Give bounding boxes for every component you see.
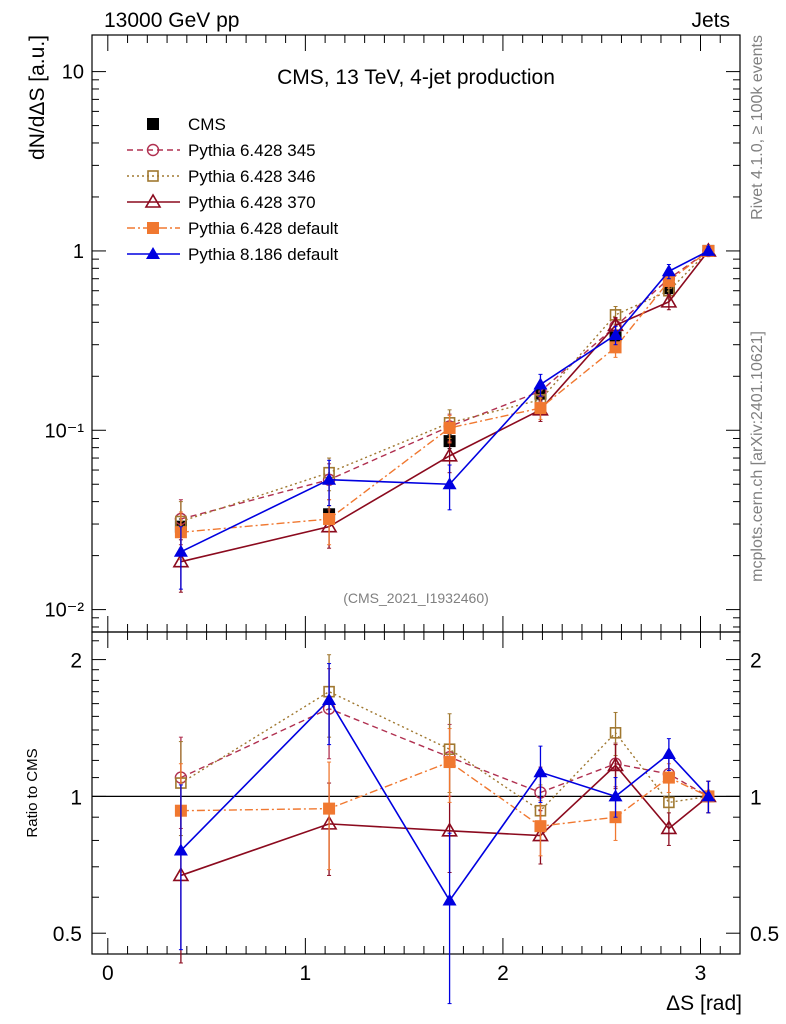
data-point-p370 xyxy=(607,756,624,772)
data-point-p6def xyxy=(609,341,622,354)
data-point-p8def xyxy=(533,765,548,778)
series-p346 xyxy=(175,654,715,841)
legend-label-p8def: Pythia 8.186 default xyxy=(188,245,339,264)
x-tick-label: 0 xyxy=(102,962,114,985)
legend-label-cms: CMS xyxy=(188,115,226,134)
data-point-p8def xyxy=(661,746,676,759)
legend-label-p346: Pythia 6.428 346 xyxy=(188,167,316,186)
data-point-p6def xyxy=(323,513,336,526)
legend-marker-cms xyxy=(147,118,159,130)
x-tick-label: 1 xyxy=(300,962,312,985)
main-y-tick-label: 10⁻² xyxy=(45,600,85,622)
series-line-p6def xyxy=(180,761,709,827)
data-point-p6def xyxy=(662,274,675,287)
data-point-p8def xyxy=(533,377,548,390)
ratio-y-tick-label-right: 0.5 xyxy=(750,923,779,946)
data-point-p8def xyxy=(322,472,337,485)
legend-item-p346: Pythia 6.428 346 xyxy=(127,167,316,186)
side-mcplots-label: mcplots.cern.ch [arXiv:2401.10621] xyxy=(749,331,766,582)
data-point-p6def xyxy=(443,756,456,769)
data-point-p8def xyxy=(608,327,623,340)
series-line-p346 xyxy=(180,250,709,523)
ratio-y-tick-label-left: 2 xyxy=(70,650,82,673)
data-point-p6def xyxy=(323,802,336,815)
ratio-y-tick-label-left: 1 xyxy=(70,786,82,809)
series-line-p6def xyxy=(180,250,709,533)
series-p370 xyxy=(172,744,717,964)
data-point-p8def xyxy=(322,692,337,705)
axes-group: 10⁻² 10⁻¹ 1 10 0.5 0.5 1 1 2 2 0 1 2 3 xyxy=(45,35,779,985)
legend-item-cms: CMS xyxy=(147,115,226,134)
data-point-p346 xyxy=(663,796,675,809)
legend-item-p8def: Pythia 8.186 default xyxy=(127,245,339,264)
main-series-group xyxy=(172,242,717,593)
ratio-y-tick-label-right: 1 xyxy=(750,786,762,809)
series-p346 xyxy=(175,245,715,549)
data-point-p6def xyxy=(662,771,675,784)
data-point-p370 xyxy=(441,447,458,462)
data-point-p8def xyxy=(701,243,716,256)
analysis-id: (CMS_2021_I1932460) xyxy=(343,590,489,606)
data-point-p346 xyxy=(609,727,622,739)
series-p345 xyxy=(174,244,715,546)
series-cms xyxy=(174,244,715,536)
legend-marker-p345 xyxy=(146,143,160,157)
series-p8def xyxy=(173,663,716,1005)
data-point-p8def xyxy=(173,843,188,856)
series-line-p370 xyxy=(180,764,709,877)
data-point-p370 xyxy=(660,293,678,308)
legend-label-p370: Pythia 6.428 370 xyxy=(188,193,316,212)
data-point-p8def xyxy=(661,264,676,277)
x-axis-label: ΔS [rad] xyxy=(666,992,742,1015)
main-y-tick-label: 10⁻¹ xyxy=(45,420,85,442)
data-point-p6def xyxy=(534,820,547,833)
data-point-p8def xyxy=(173,544,188,557)
legend-item-p370: Pythia 6.428 370 xyxy=(127,193,316,212)
main-y-tick-label: 1 xyxy=(73,241,84,263)
main-y-axis-label: dN/dΔS [a.u.] xyxy=(26,35,49,160)
ratio-y-tick-label-right: 2 xyxy=(750,650,762,673)
legend-marker-p8def xyxy=(146,247,160,259)
ratio-y-tick-label-left: 0.5 xyxy=(53,923,82,946)
data-point-p8def xyxy=(608,789,623,802)
legend-label-p6def: Pythia 6.428 default xyxy=(188,219,339,238)
series-p6def xyxy=(174,244,715,561)
legend-item-p6def: Pythia 6.428 default xyxy=(127,219,339,238)
series-p8def xyxy=(173,243,716,590)
chart-title: CMS, 13 TeV, 4-jet production xyxy=(277,66,555,89)
legend: CMS Pythia 6.428 345 Pythia 6.428 346 Pythi… xyxy=(127,115,339,264)
series-line-p8def xyxy=(180,698,709,902)
x-tick-label: 3 xyxy=(695,962,707,985)
data-point-p8def xyxy=(442,893,457,906)
ratio-series-group xyxy=(172,654,717,1005)
legend-item-p345: Pythia 6.428 345 xyxy=(127,141,316,160)
series-line-p345 xyxy=(180,250,709,520)
main-y-tick-label: 10 xyxy=(62,62,84,84)
legend-label-p345: Pythia 6.428 345 xyxy=(188,141,316,160)
series-line-p8def xyxy=(180,250,709,553)
ratio-frame xyxy=(91,631,741,955)
data-point-p6def xyxy=(443,421,456,434)
legend-marker-p6def xyxy=(147,222,159,234)
legend-marker-p346 xyxy=(147,170,159,182)
side-rivet-label: Rivet 4.1.0, ≥ 100k events xyxy=(749,35,766,220)
ratio-y-axis-label: Ratio to CMS xyxy=(24,748,41,837)
data-point-p8def xyxy=(442,477,457,490)
data-point-p370 xyxy=(660,819,678,835)
legend-marker-p370 xyxy=(144,193,162,208)
series-line-p370 xyxy=(180,250,710,563)
x-tick-label: 2 xyxy=(497,962,509,985)
header-right: Jets xyxy=(691,9,730,32)
header-left: 13000 GeV pp xyxy=(104,9,239,32)
data-point-p6def xyxy=(534,402,547,415)
data-point-p8def xyxy=(701,789,716,802)
